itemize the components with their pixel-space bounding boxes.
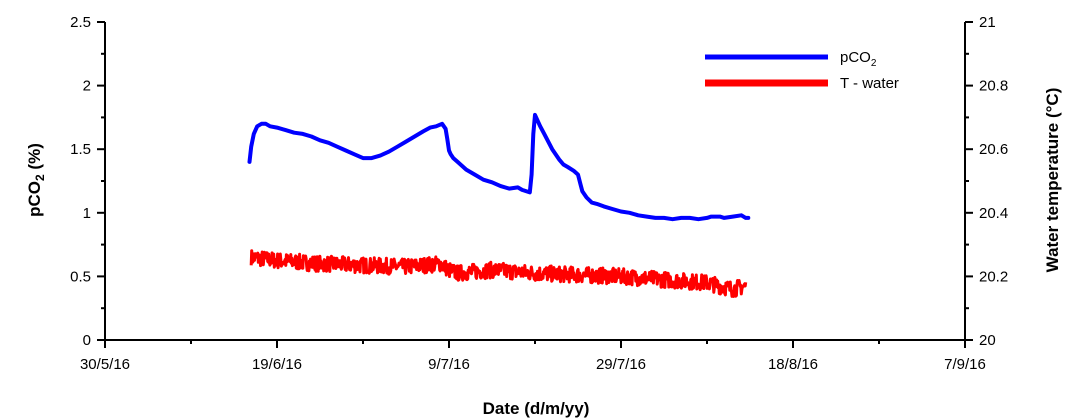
y2-tick-label: 21 bbox=[979, 14, 996, 31]
y2-tick-label: 20.6 bbox=[979, 141, 1008, 158]
y-tick-label: 2 bbox=[83, 78, 91, 95]
x-tick-label: 18/8/16 bbox=[768, 356, 818, 373]
x-axis-title: Date (d/m/yy) bbox=[483, 399, 590, 418]
series-line-pco2 bbox=[247, 112, 751, 222]
y2-tick-label: 20.4 bbox=[979, 205, 1008, 222]
legend-label-t-water: T - water bbox=[840, 75, 899, 92]
y-tick-label: 1 bbox=[83, 205, 91, 222]
y-axis-title: pCO2 (%) bbox=[25, 143, 47, 217]
series-line-t-water bbox=[249, 249, 748, 298]
y2-tick-label: 20.2 bbox=[979, 268, 1008, 285]
x-tick-label: 19/6/16 bbox=[252, 356, 302, 373]
series-layer bbox=[247, 112, 751, 298]
y2-tick-label: 20 bbox=[979, 332, 996, 349]
y-tick-label: 2.5 bbox=[70, 14, 91, 31]
y-tick-label: 0.5 bbox=[70, 268, 91, 285]
x-tick-label: 7/9/16 bbox=[944, 356, 986, 373]
y2-tick-label: 20.8 bbox=[979, 78, 1008, 95]
x-tick-label: 29/7/16 bbox=[596, 356, 646, 373]
legend: pCO2 T - water bbox=[705, 49, 899, 92]
y2-axis-title: Water temperature (°C) bbox=[1043, 88, 1062, 273]
axes: 0 0.5 1 1.5 2 2.5 20 20.2 20.4 20.6 20.8 21 30/5/16 1… bbox=[70, 14, 1008, 373]
y-tick-label: 1.5 bbox=[70, 141, 91, 158]
y-tick-label: 0 bbox=[83, 332, 91, 349]
x-tick-label: 30/5/16 bbox=[80, 356, 130, 373]
legend-label-pco2: pCO2 bbox=[840, 49, 877, 69]
x-tick-label: 9/7/16 bbox=[428, 356, 470, 373]
